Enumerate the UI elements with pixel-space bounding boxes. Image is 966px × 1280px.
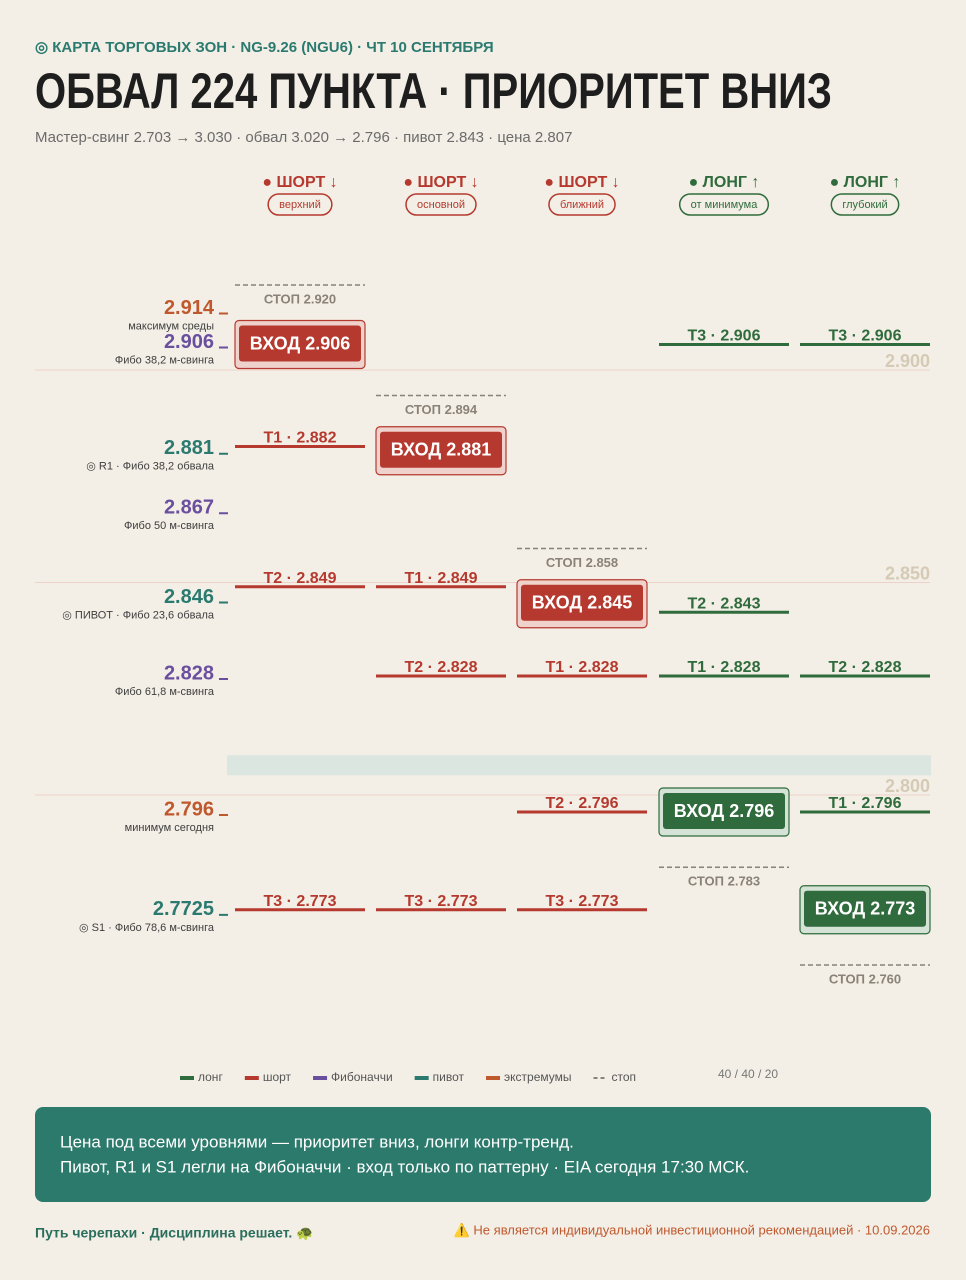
level-note: минимум сегодня — [125, 822, 214, 834]
entry-label: ВХОД 2.845 — [532, 593, 633, 613]
entry-label: ВХОД 2.906 — [250, 333, 351, 353]
footer-motto: Путь черепахи · Дисциплина решает. 🐢 — [35, 1225, 314, 1241]
entry-label: ВХОД 2.773 — [815, 899, 916, 919]
legend-label: стоп — [612, 1070, 637, 1084]
column-tag: ближний — [560, 199, 604, 211]
column-side: ● ЛОНГ ↑ — [830, 174, 901, 191]
legend-swatch — [486, 1076, 501, 1080]
column-tag-pill — [830, 193, 900, 216]
column-tag: основной — [417, 199, 465, 211]
level-note: ◎ S1 · Фибо 78,6 м-свинга — [79, 922, 215, 934]
stop-label: СТОП 2.920 — [264, 291, 336, 306]
entry-box — [663, 793, 785, 829]
legend-label: лонг — [198, 1070, 223, 1084]
level-note: Фибо 38,2 м-свинга — [115, 354, 215, 366]
column-tag: глубокий — [842, 199, 887, 211]
column-tag-pill — [678, 193, 770, 216]
legend-ratio: 40 / 40 / 20 — [718, 1067, 778, 1081]
subtitle: Мастер-свинг 2.703 → 3.030 · обвал 3.020… — [35, 129, 572, 146]
level-value: 2.881 — [164, 437, 214, 459]
price-band — [227, 755, 931, 776]
grid-label: 2.850 — [885, 563, 930, 583]
legend-label: Фибоначчи — [331, 1070, 393, 1084]
column-tag-pill — [267, 193, 333, 216]
stop-label: СТОП 2.760 — [829, 971, 901, 986]
grid-label: 2.800 — [885, 776, 930, 796]
legend-label: экстремумы — [504, 1070, 571, 1084]
level-value: 2.914 — [164, 297, 215, 319]
target-label: Т3 · 2.906 — [688, 328, 761, 345]
entry-label: ВХОД 2.796 — [674, 801, 775, 821]
target-label: Т2 · 2.828 — [405, 659, 478, 676]
level-note: ◎ ПИВОТ · Фибо 23,6 обвала — [62, 609, 215, 621]
legend-swatch — [244, 1076, 259, 1080]
legend-swatch — [414, 1076, 429, 1080]
column-side: ● ШОРТ ↓ — [544, 174, 619, 191]
target-label: Т3 · 2.773 — [405, 893, 478, 910]
level-note: Фибо 61,8 м-свинга — [115, 686, 215, 698]
entry-box — [380, 431, 502, 468]
target-label: Т1 · 2.796 — [829, 795, 902, 812]
column-side: ● ШОРТ ↓ — [262, 174, 337, 191]
level-value: 2.906 — [164, 331, 214, 353]
target-label: Т1 · 2.882 — [264, 430, 337, 447]
column-tag-pill — [548, 193, 616, 216]
legend-label: пивот — [433, 1070, 465, 1084]
column-side: ● ШОРТ ↓ — [403, 174, 478, 191]
column-tag: от минимума — [691, 199, 759, 211]
legend-swatch — [180, 1076, 194, 1080]
level-value: 2.846 — [164, 586, 214, 608]
note-line: Пивот, R1 и S1 легли на Фибоначчи · вход… — [60, 1157, 749, 1176]
entry-box — [239, 325, 361, 362]
column-side: ● ЛОНГ ↑ — [689, 174, 760, 191]
level-note: максимум среды — [128, 320, 214, 332]
column-tag-pill — [405, 193, 477, 216]
stop-label: СТОП 2.894 — [405, 402, 478, 417]
target-label: Т3 · 2.906 — [829, 328, 902, 345]
legend-label: шорт — [263, 1070, 292, 1084]
legend-swatch — [313, 1076, 328, 1080]
grid-label: 2.900 — [885, 351, 930, 371]
target-label: Т1 · 2.828 — [546, 659, 619, 676]
column-tag: верхний — [279, 199, 321, 211]
title: ОБВАЛ 224 ПУНКТА · ПРИОРИТЕТ ВНИЗ — [35, 63, 832, 119]
level-note: ◎ R1 · Фибо 38,2 обвала — [86, 461, 215, 473]
footer-disclaimer: ⚠️ Не является индивидуальной инвестицио… — [454, 1222, 930, 1237]
note-box — [35, 1107, 931, 1202]
level-note: Фибо 50 м-свинга — [124, 520, 215, 532]
stop-label: СТОП 2.858 — [546, 555, 618, 570]
entry-box — [804, 890, 926, 927]
target-label: Т2 · 2.849 — [264, 570, 337, 587]
target-label: Т2 · 2.828 — [829, 659, 902, 676]
kicker: ◎ КАРТА ТОРГОВЫХ ЗОН · NG-9.26 (NGU6) · … — [35, 39, 494, 56]
target-label: Т2 · 2.843 — [688, 595, 761, 612]
level-value: 2.796 — [164, 798, 214, 820]
entry-label: ВХОД 2.881 — [391, 440, 492, 460]
target-label: Т3 · 2.773 — [264, 893, 337, 910]
level-value: 2.867 — [164, 497, 214, 519]
target-label: Т1 · 2.849 — [405, 570, 478, 587]
stop-label: СТОП 2.783 — [688, 874, 760, 889]
note-line: Цена под всеми уровнями — приоритет вниз… — [60, 1132, 574, 1151]
level-value: 2.7725 — [153, 898, 214, 920]
entry-box — [521, 584, 643, 621]
target-label: Т3 · 2.773 — [546, 893, 619, 910]
level-value: 2.828 — [164, 662, 214, 684]
target-label: Т1 · 2.828 — [688, 659, 761, 676]
target-label: Т2 · 2.796 — [546, 795, 619, 812]
